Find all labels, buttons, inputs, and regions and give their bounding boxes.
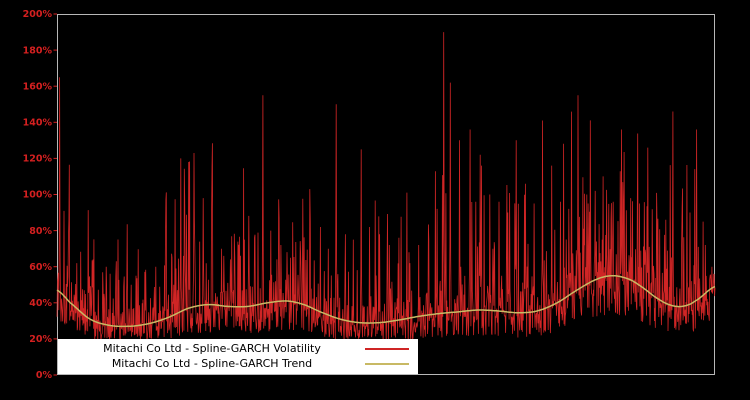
y-tick-label: 40% [29,298,52,309]
volatility-series [56,32,716,343]
trend-line-sample [365,362,409,365]
y-tick-label: 180% [23,45,53,56]
legend-label-trend: Mitachi Co Ltd - Spline-GARCH Trend [111,357,313,370]
y-tick-label: 0% [36,370,53,381]
volatility-line-sample [365,347,409,350]
y-tick-label: 20% [29,334,52,345]
y-tick-label: 200% [23,9,53,20]
y-tick-label: 140% [23,118,53,129]
legend-item-volatility: Mitachi Co Ltd - Spline-GARCH Volatility [67,342,409,355]
legend-item-trend: Mitachi Co Ltd - Spline-GARCH Trend [67,357,409,370]
y-tick-label: 100% [23,190,53,201]
legend-box: Mitachi Co Ltd - Spline-GARCH Volatility… [58,339,418,374]
trend-series [56,274,716,328]
plot-frame [57,14,715,375]
y-tick-label: 80% [29,226,52,237]
y-tick-label: 120% [23,154,53,165]
legend-label-volatility: Mitachi Co Ltd - Spline-GARCH Volatility [103,342,321,355]
y-tick-label: 160% [23,81,53,92]
y-tick-label: 60% [29,262,52,273]
